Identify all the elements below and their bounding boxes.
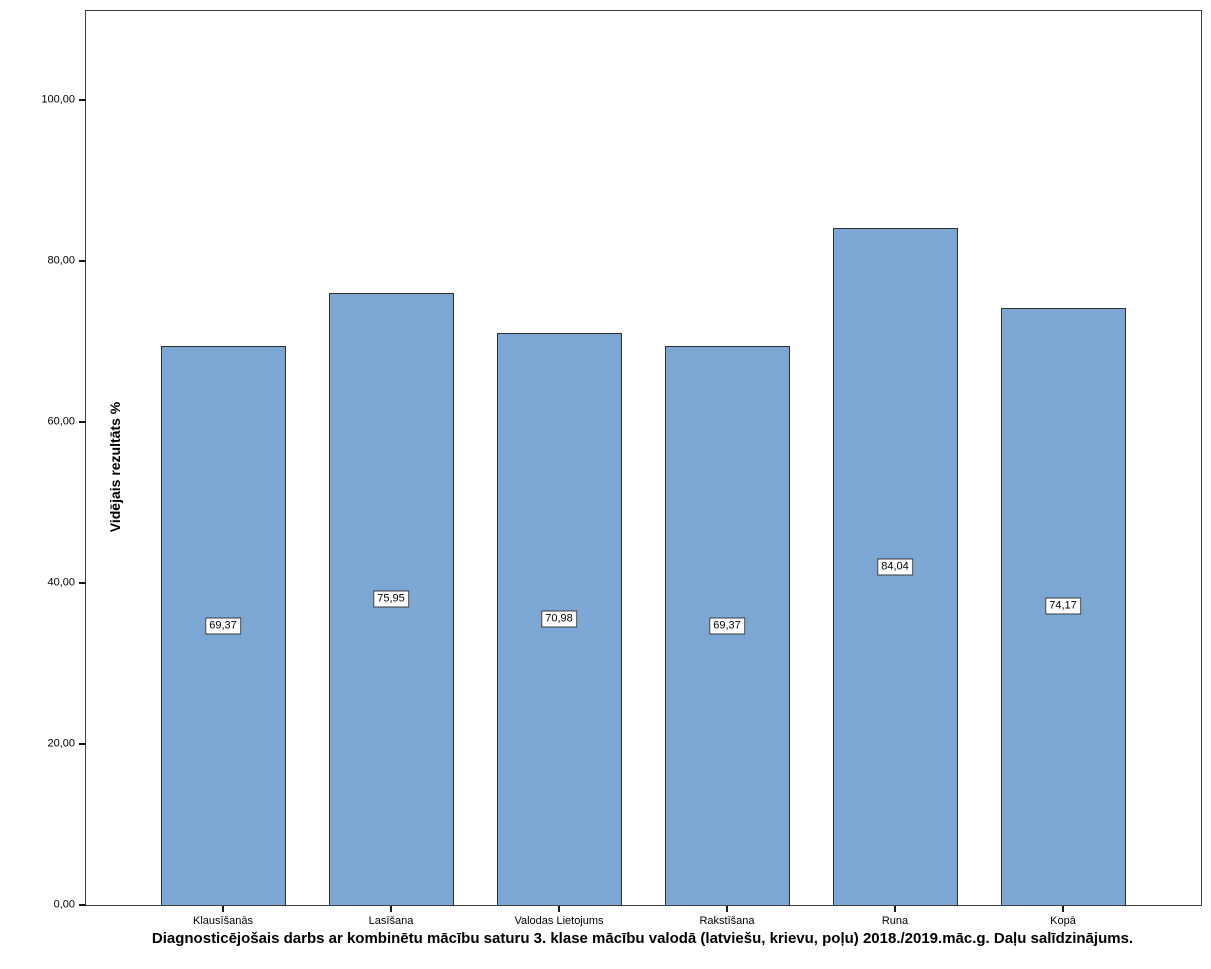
x-axis-tick <box>1062 906 1064 912</box>
y-axis-tick-label: 100,00 <box>41 93 75 106</box>
x-axis-category-label: Runa <box>881 915 909 927</box>
y-axis-tick <box>79 581 86 584</box>
bar-value-label: 69,37 <box>709 617 745 635</box>
x-axis-category-label: Rakstīšana <box>699 915 755 927</box>
x-axis-category-label: Lasīšana <box>368 915 414 927</box>
y-axis-tick <box>79 420 86 423</box>
y-axis-title: Vidējais rezultāts % <box>107 401 123 533</box>
x-axis-category-label: Kopā <box>1050 915 1076 927</box>
x-axis-tick <box>726 906 728 912</box>
x-axis-category-label: Klausīšanās <box>193 915 253 927</box>
y-axis-tick-label: 40,00 <box>47 576 75 589</box>
x-axis-tick <box>222 906 224 912</box>
bar-value-label: 74,17 <box>1045 597 1081 615</box>
y-axis-tick <box>79 98 86 101</box>
y-axis-tick-label: 60,00 <box>47 415 75 428</box>
x-axis-tick <box>894 906 896 912</box>
y-axis-tick <box>79 259 86 262</box>
bar-value-label: 70,98 <box>541 610 577 628</box>
plot-area: Vidējais rezultāts % 0,00 20,00 40,00 60,00… <box>41 10 1202 927</box>
chart-title: Diagnosticējošais darbs ar kombinētu māc… <box>151 930 1134 947</box>
bar-value-label: 84,04 <box>877 558 913 576</box>
x-axis-tick <box>558 906 560 912</box>
y-axis-tick <box>79 904 86 906</box>
x-axis-tick <box>390 906 392 912</box>
bar-value-label: 75,95 <box>373 590 409 608</box>
x-axis-category-label: Valodas Lietojums <box>514 915 604 927</box>
y-axis-tick-label: 20,00 <box>47 737 75 750</box>
y-axis-tick-label: 80,00 <box>47 254 75 267</box>
y-axis-tick <box>79 742 86 745</box>
bar-value-label: 69,37 <box>205 617 241 635</box>
y-axis-tick-label: 0,00 <box>53 898 75 911</box>
